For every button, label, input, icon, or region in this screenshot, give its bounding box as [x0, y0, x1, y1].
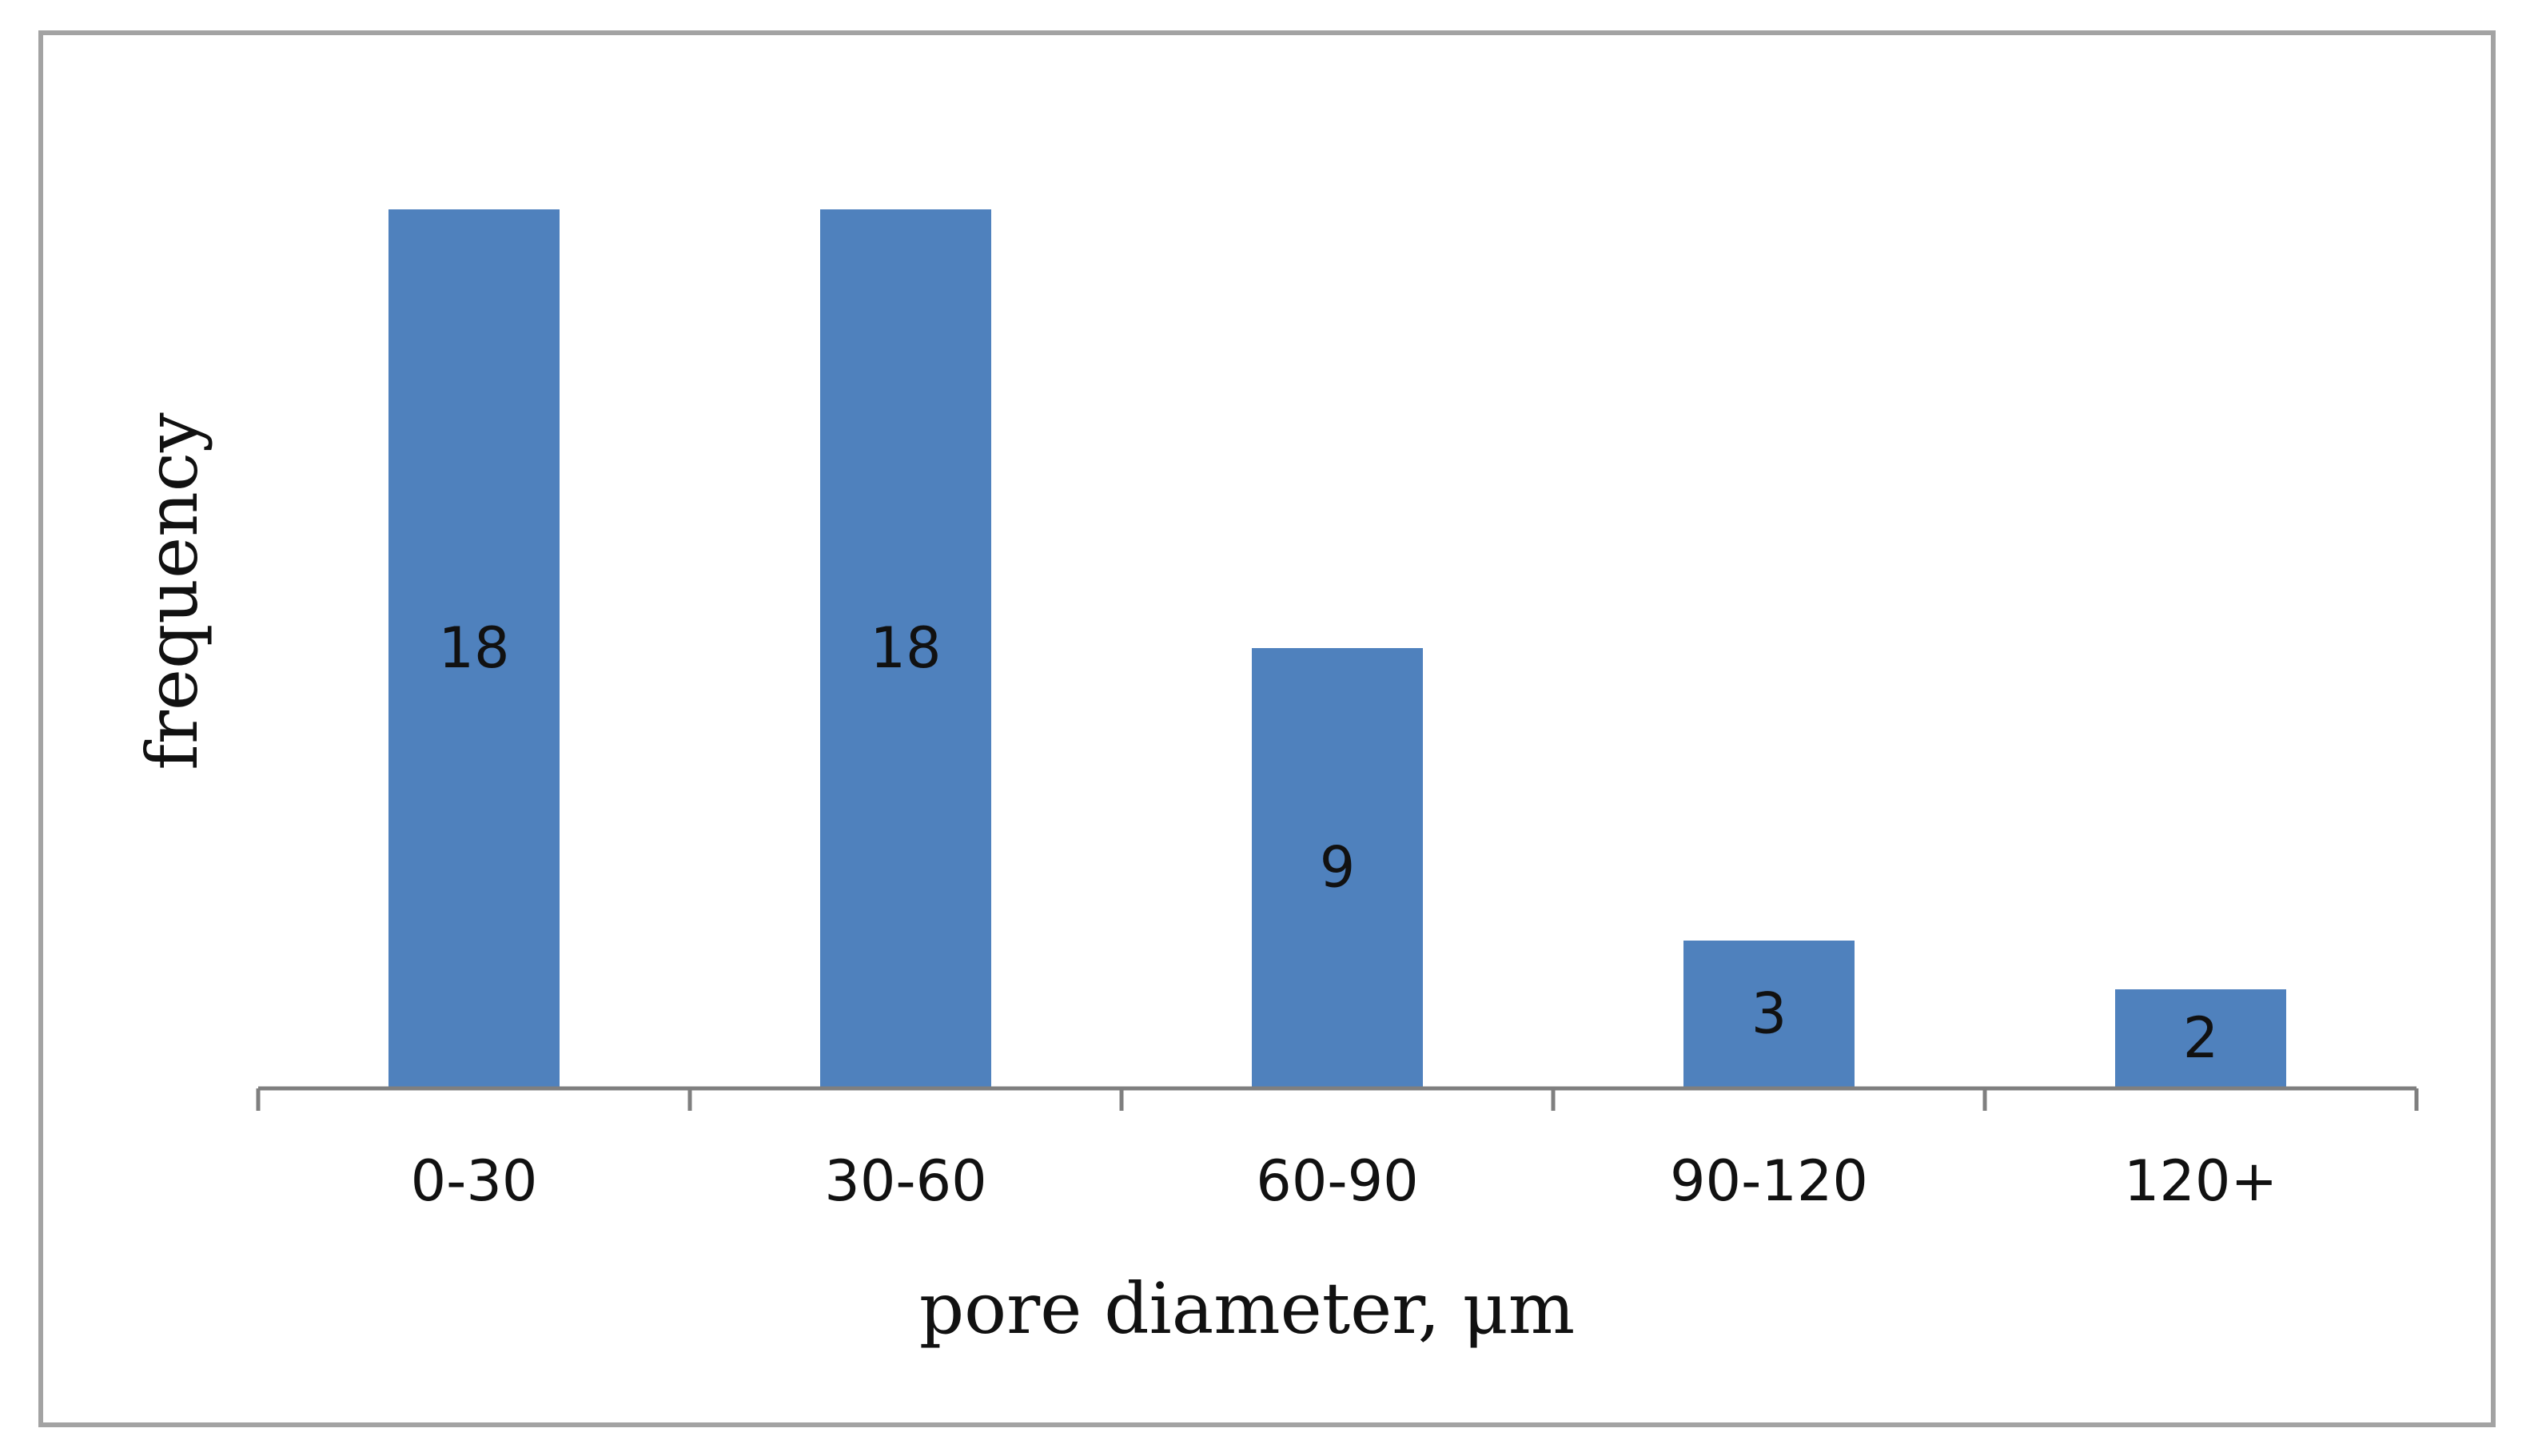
x-tick-label-90-120: 90-120	[1670, 1148, 1868, 1214]
x-tick-label-30-60: 30-60	[824, 1148, 986, 1214]
data-label-30-60: 18	[870, 615, 941, 681]
bar-60-90	[1252, 648, 1423, 1087]
x-tick-label-120+: 120+	[2124, 1148, 2277, 1214]
y-axis-title: frequency	[131, 412, 213, 770]
data-label-0-30: 18	[438, 615, 509, 681]
x-tick-label-0-30: 0-30	[411, 1148, 538, 1214]
x-axis-title: pore diameter, μm	[919, 1267, 1575, 1350]
x-tick-label-60-90: 60-90	[1256, 1148, 1418, 1214]
x-axis: 0-30 30-60 60-90 90-120 120+	[256, 1086, 2419, 1214]
data-label-60-90: 9	[1320, 835, 1356, 901]
data-label-120+: 2	[2183, 1005, 2219, 1071]
bar-120+	[2115, 989, 2286, 1087]
bars-layer	[388, 209, 2286, 1087]
bar-30-60	[820, 209, 991, 1087]
bar-90-120	[1683, 941, 1855, 1087]
data-labels-layer: 18 18 9 3 2	[438, 615, 2218, 1071]
data-label-90-120: 3	[1751, 981, 1787, 1047]
bar-0-30	[388, 209, 560, 1087]
